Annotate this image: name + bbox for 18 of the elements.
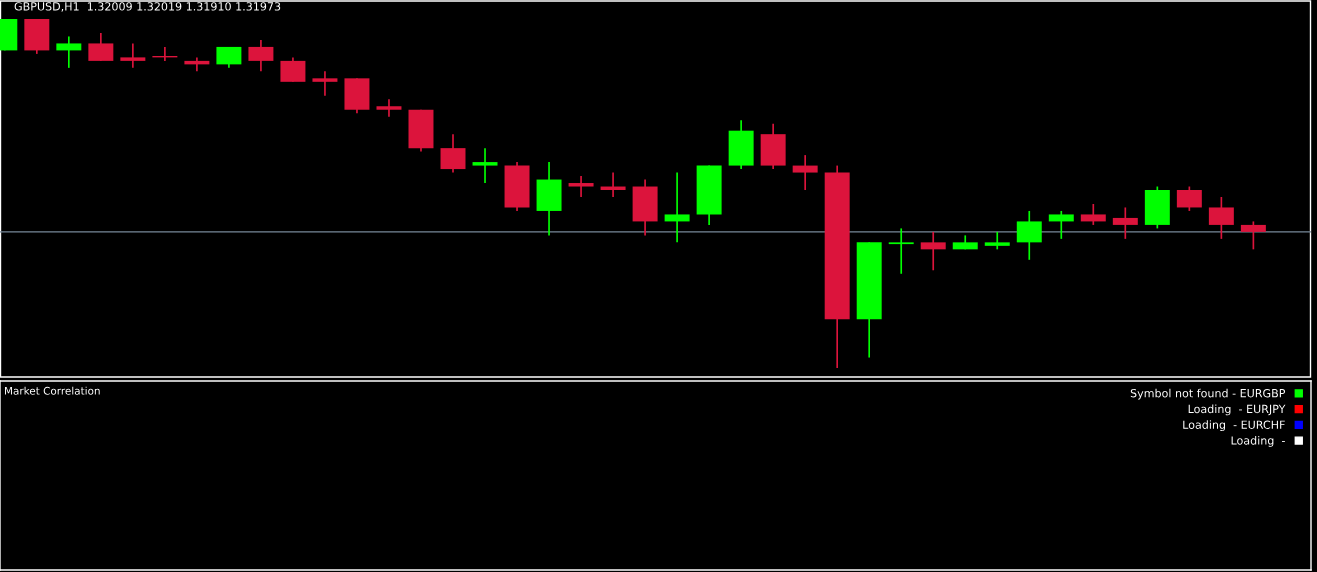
legend-label: Loading - EURJPY bbox=[1188, 404, 1286, 416]
text: Market Correlation bbox=[5, 386, 100, 395]
legend-label: Loading - bbox=[1231, 436, 1285, 447]
candlestick bbox=[312, 70, 338, 97]
candlestick bbox=[888, 227, 914, 275]
candlestick bbox=[920, 231, 946, 272]
chart-title: GBPUSD,H1 1.32009 1.32019 1.31910 1.31973 bbox=[14, 2, 281, 12]
candlestick bbox=[376, 98, 402, 118]
candlestick bbox=[792, 154, 818, 191]
candlestick bbox=[1112, 206, 1138, 240]
candlestick bbox=[1048, 210, 1074, 240]
candlestick bbox=[984, 231, 1010, 251]
candlestick bbox=[472, 147, 498, 184]
legend-label: Loading - EURCHF bbox=[1183, 420, 1285, 432]
candlestick bbox=[664, 171, 690, 244]
candlestick bbox=[568, 175, 594, 198]
legend-label: Symbol not found - EURGBP bbox=[1130, 388, 1286, 400]
candlestick bbox=[120, 42, 146, 69]
